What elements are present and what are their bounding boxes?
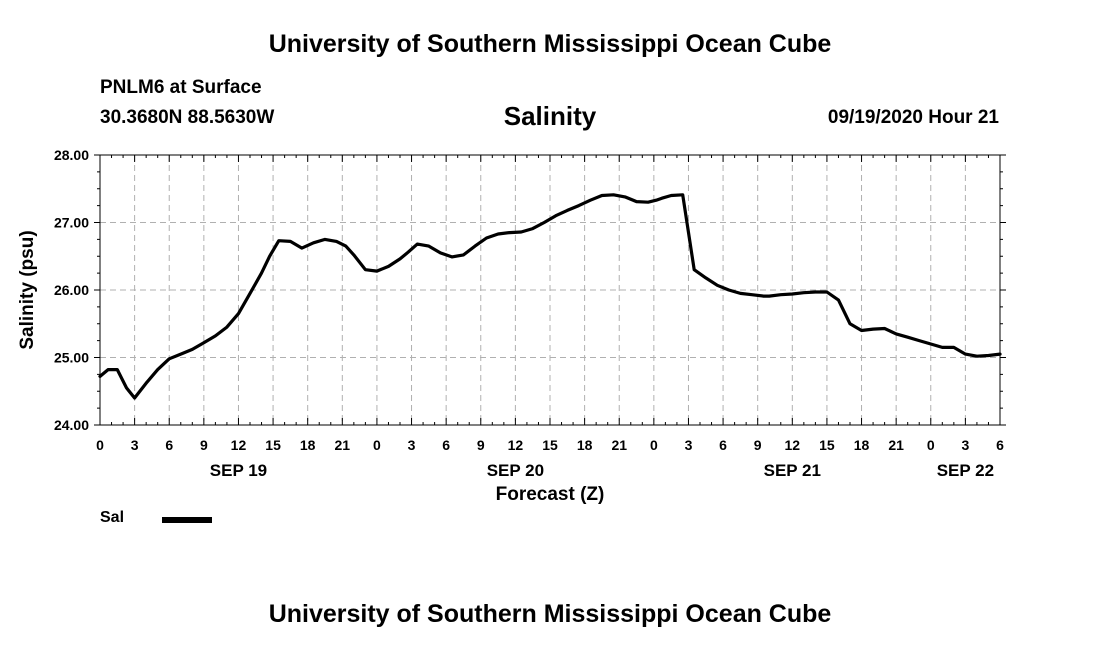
- footer-title: University of Southern Mississippi Ocean…: [268, 600, 832, 628]
- x-tick-label: 18: [577, 437, 593, 453]
- legend-label-sal: Sal: [100, 509, 125, 526]
- x-tick-label: 12: [508, 437, 524, 453]
- y-tick-label: 24.00: [54, 417, 89, 433]
- x-tick-label: 0: [96, 437, 104, 453]
- axis-labels: 0 3 6 9 12 15 18 21 0 3 6 9 12 15 18 21 0 3 6 9 12 15 18 21 0 3 6S…: [54, 147, 1004, 480]
- y-tick-label: 28.00: [54, 147, 89, 163]
- chart-title: Salinity: [503, 101, 597, 131]
- x-day-label: SEP 22: [937, 461, 994, 480]
- x-tick-label: 3: [961, 437, 969, 453]
- station-label: PNLM6 at Surface: [100, 77, 262, 98]
- x-tick-label: 18: [300, 437, 316, 453]
- x-tick-label: 0: [373, 437, 381, 453]
- x-day-label: SEP 20: [487, 461, 544, 480]
- chart-header-title: University of Southern Mississippi Ocean…: [268, 30, 832, 58]
- coordinates-label: 30.3680N 88.5630W: [100, 107, 275, 128]
- x-tick-label: 15: [265, 437, 281, 453]
- series-line-sal: [98, 193, 1002, 400]
- x-tick-label: 15: [542, 437, 558, 453]
- x-tick-label: 3: [685, 437, 693, 453]
- x-tick-label: 9: [754, 437, 762, 453]
- plot-frame: [99, 154, 1001, 426]
- y-axis-label: Salinity (psu): [17, 230, 38, 349]
- x-tick-label: 6: [165, 437, 173, 453]
- x-axis-label: Forecast (Z): [496, 484, 605, 505]
- x-tick-label: 0: [927, 437, 935, 453]
- x-tick-label: 3: [131, 437, 139, 453]
- x-tick-label: 9: [477, 437, 485, 453]
- x-tick-label: 0: [650, 437, 658, 453]
- x-tick-label: 21: [611, 437, 627, 453]
- x-tick-label: 6: [442, 437, 450, 453]
- y-tick-label: 27.00: [54, 215, 89, 231]
- x-tick-label: 9: [200, 437, 208, 453]
- x-tick-label: 12: [785, 437, 801, 453]
- x-tick-label: 21: [888, 437, 904, 453]
- series-layer: [98, 193, 1002, 400]
- x-day-label: SEP 19: [210, 461, 267, 480]
- y-tick-label: 25.00: [54, 350, 89, 366]
- x-tick-label: 21: [335, 437, 351, 453]
- datetime-label: 09/19/2020 Hour 21: [827, 107, 999, 128]
- x-tick-label: 3: [408, 437, 416, 453]
- legend-swatch-sal: [162, 517, 212, 523]
- x-day-label: SEP 21: [764, 461, 821, 480]
- x-tick-label: 6: [719, 437, 727, 453]
- x-tick-label: 6: [996, 437, 1004, 453]
- x-tick-label: 15: [819, 437, 835, 453]
- grid-lines: [100, 155, 1000, 425]
- y-tick-label: 26.00: [54, 282, 89, 298]
- x-tick-label: 12: [231, 437, 247, 453]
- x-tick-label: 18: [854, 437, 870, 453]
